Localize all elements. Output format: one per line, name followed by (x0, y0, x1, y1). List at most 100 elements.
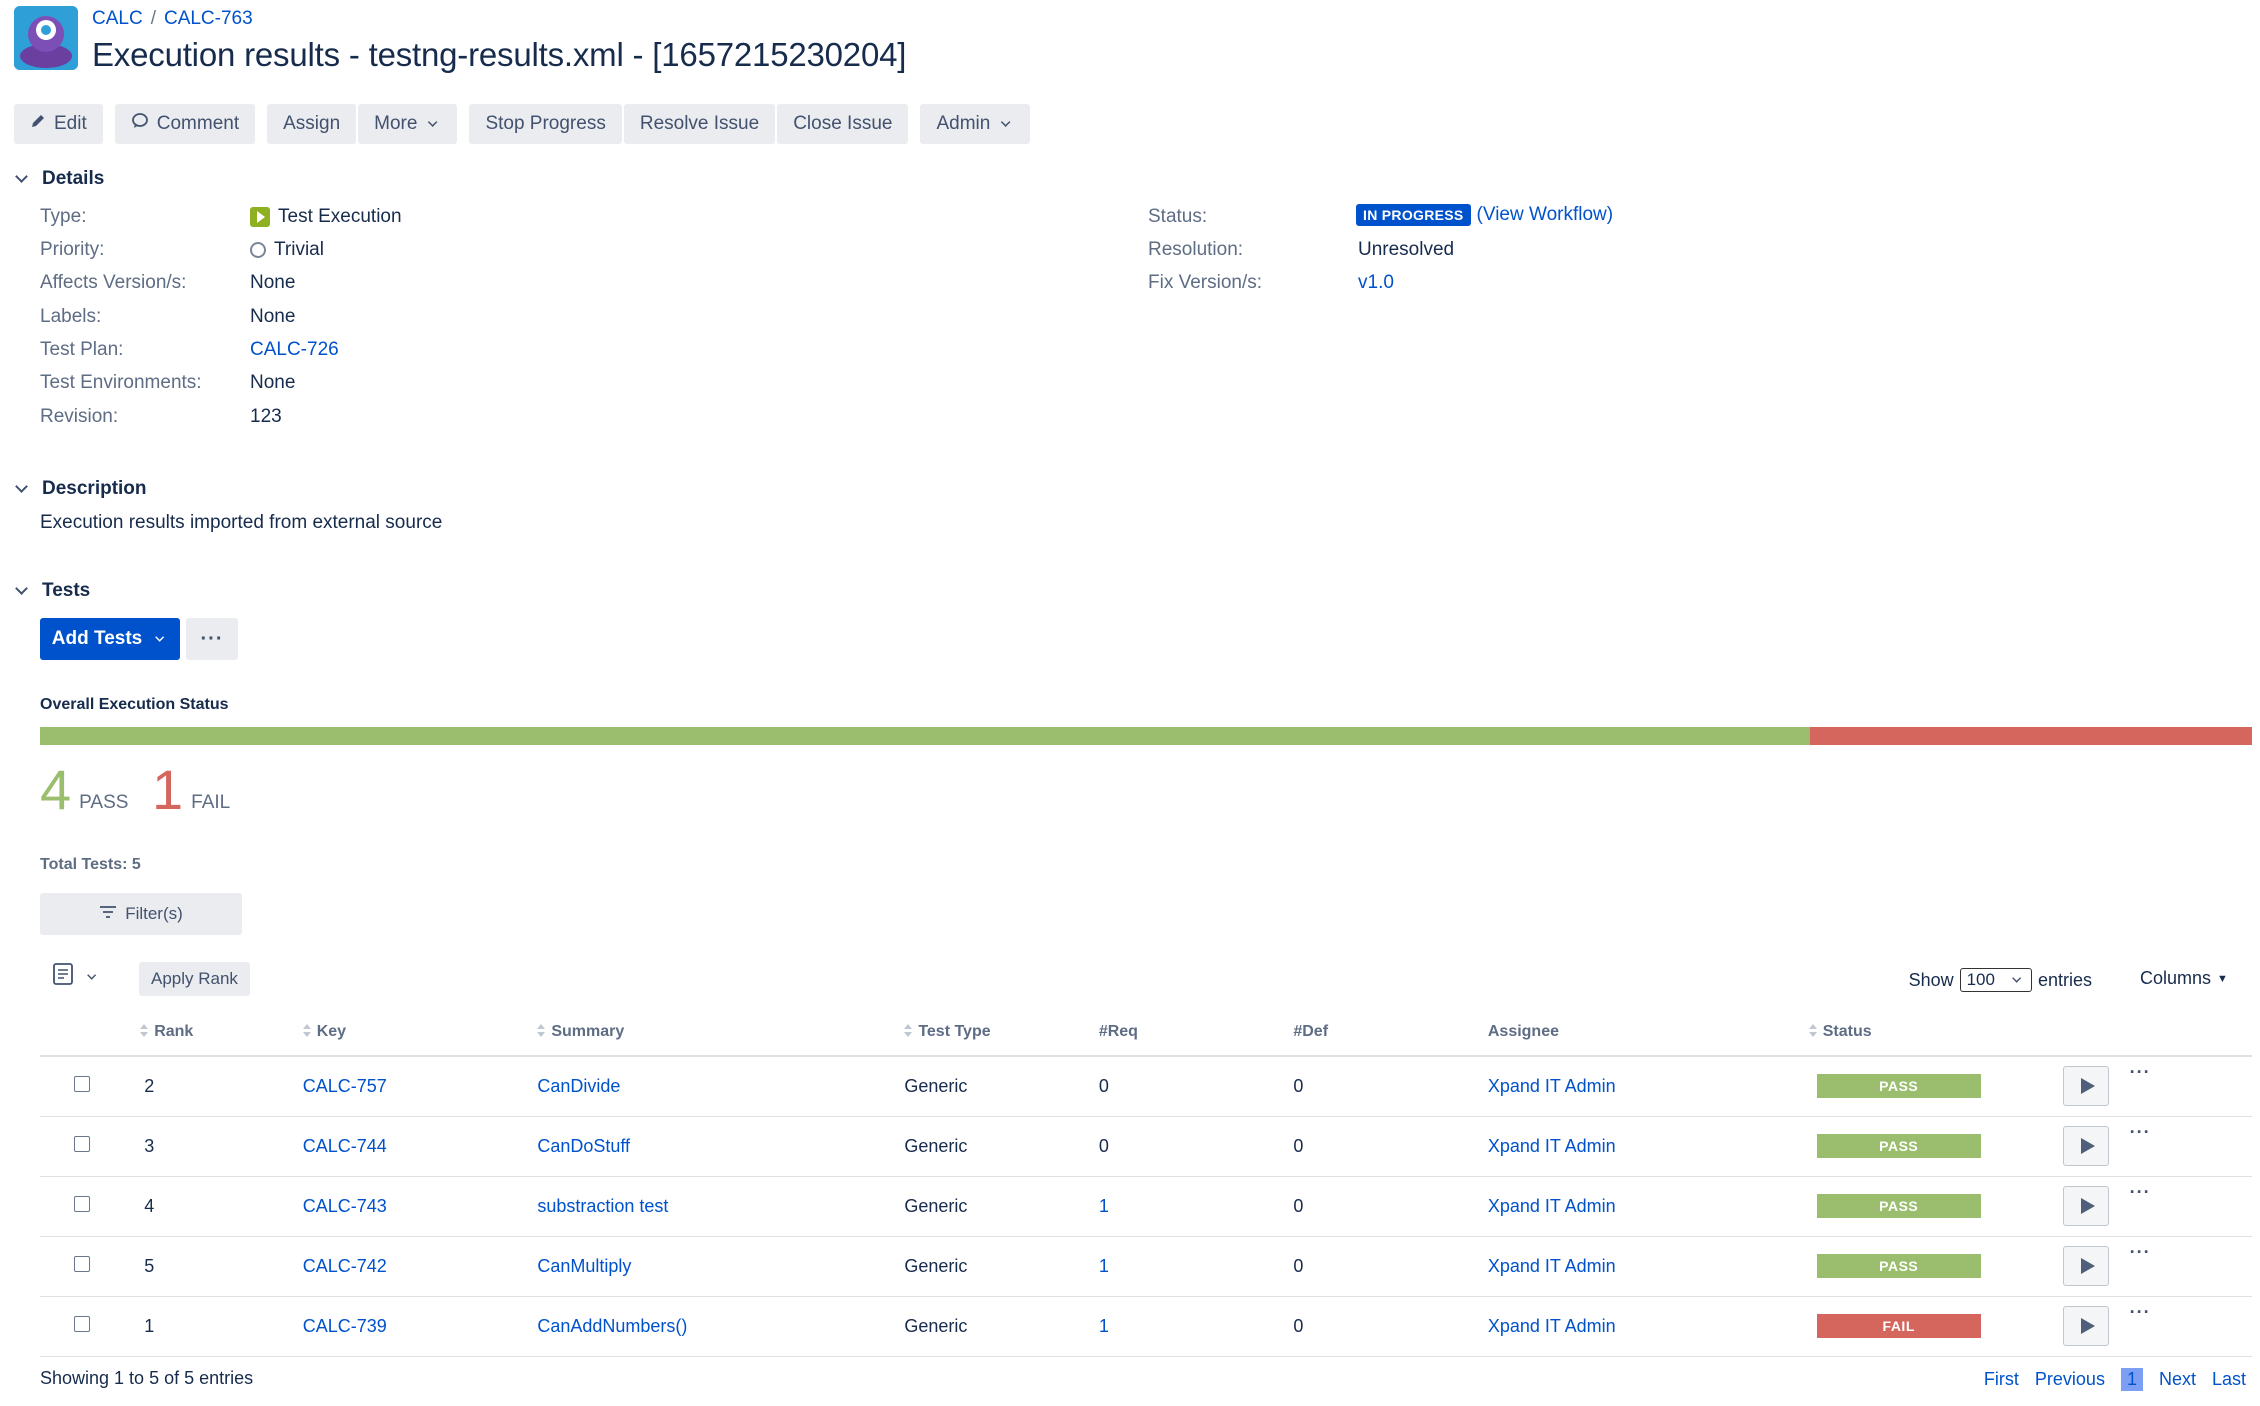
column-header-key[interactable]: Key (302, 1008, 538, 1057)
row-assignee-link[interactable]: Xpand IT Admin (1487, 1315, 1616, 1336)
row-req-link[interactable]: 1 (1098, 1195, 1109, 1216)
admin-button[interactable]: Admin (920, 104, 1031, 144)
view-workflow-link[interactable]: (View Workflow) (1476, 204, 1614, 225)
pagination-next[interactable]: Next (2158, 1369, 2196, 1389)
details-section-toggle[interactable]: Details (14, 168, 104, 190)
column-header-status[interactable]: Status (1808, 1008, 2064, 1057)
stop-progress-button[interactable]: Stop Progress (469, 104, 622, 144)
row-checkbox[interactable] (74, 1255, 90, 1272)
execute-test-button[interactable] (2063, 1126, 2110, 1166)
row-def: 0 (1293, 1176, 1488, 1237)
breadcrumb-project-link[interactable]: CALC (92, 8, 143, 29)
row-more-actions[interactable]: ··· (2129, 1241, 2151, 1262)
row-def: 0 (1293, 1056, 1488, 1117)
execute-test-button[interactable] (2063, 1066, 2110, 1107)
row-def: 0 (1293, 1236, 1488, 1297)
row-checkbox[interactable] (74, 1315, 90, 1332)
more-button[interactable]: More (358, 104, 458, 144)
row-assignee-link[interactable]: Xpand IT Admin (1487, 1075, 1616, 1096)
execute-test-button[interactable] (2063, 1246, 2110, 1286)
list-edit-icon (52, 962, 78, 992)
column-header-test-type[interactable]: Test Type (904, 1008, 1099, 1057)
row-summary-link[interactable]: CanAddNumbers() (537, 1315, 688, 1336)
row-key-link[interactable]: CALC-757 (302, 1075, 387, 1096)
row-summary-link[interactable]: CanDoStuff (537, 1135, 631, 1156)
row-more-actions[interactable]: ··· (2129, 1181, 2151, 1202)
actions-column-header (2129, 1008, 2252, 1057)
assign-button[interactable]: Assign (267, 104, 357, 144)
comment-button[interactable]: Comment (114, 104, 256, 144)
execute-test-button[interactable] (2063, 1186, 2110, 1226)
row-req-link[interactable]: 1 (1098, 1315, 1109, 1336)
test-plan-link[interactable]: CALC-726 (250, 339, 339, 360)
row-test-type: Generic (904, 1236, 1099, 1297)
pass-count: 4 (40, 758, 72, 821)
pagination-previous[interactable]: Previous (2034, 1369, 2105, 1389)
add-tests-label: Add Tests (51, 628, 143, 649)
priority-value: Trivial (250, 239, 324, 261)
row-key-link[interactable]: CALC-743 (302, 1195, 387, 1216)
bulk-actions-dropdown[interactable] (52, 962, 100, 992)
filters-button[interactable]: Filter(s) (40, 893, 242, 935)
project-avatar[interactable] (14, 6, 78, 70)
tests-section-toggle[interactable]: Tests (14, 580, 90, 602)
row-checkbox[interactable] (74, 1075, 90, 1092)
breadcrumb-issue-link[interactable]: CALC-763 (163, 8, 253, 29)
row-key-link[interactable]: CALC-739 (302, 1315, 387, 1336)
column-header-rank[interactable]: Rank (118, 1008, 303, 1057)
row-key-link[interactable]: CALC-744 (302, 1135, 387, 1156)
tests-more-button[interactable]: ··· (186, 618, 238, 660)
edit-button[interactable]: Edit (14, 104, 103, 144)
pagination-last[interactable]: Last (2211, 1369, 2246, 1389)
test-environments-value: None (250, 372, 296, 393)
show-label: Show (1908, 969, 1954, 990)
row-assignee-link[interactable]: Xpand IT Admin (1487, 1255, 1616, 1276)
apply-rank-button[interactable]: Apply Rank (139, 962, 250, 996)
row-test-type: Generic (904, 1116, 1099, 1177)
close-issue-button[interactable]: Close Issue (777, 104, 909, 144)
pagination-current-page[interactable]: 1 (2120, 1368, 2143, 1391)
filters-label: Filter(s) (125, 904, 183, 923)
row-rank: 1 (118, 1296, 303, 1357)
chevron-down-icon (155, 633, 166, 644)
column-header-summary[interactable]: Summary (537, 1008, 905, 1057)
row-summary-link[interactable]: substraction test (537, 1195, 669, 1216)
type-label: Type: (40, 206, 87, 227)
assign-more-group: Assign More (267, 104, 458, 144)
row-test-type: Generic (904, 1296, 1099, 1357)
comment-label: Comment (156, 113, 240, 134)
revision-label: Revision: (40, 406, 119, 427)
breadcrumb: CALC / CALC-763 (92, 8, 253, 30)
columns-button[interactable]: Columns ▼ (2140, 968, 2228, 989)
row-more-actions[interactable]: ··· (2129, 1121, 2151, 1142)
fix-version-link[interactable]: v1.0 (1358, 272, 1394, 293)
row-def: 0 (1293, 1296, 1488, 1357)
column-header-rank-label: Rank (154, 1022, 194, 1040)
pencil-icon (30, 113, 46, 135)
row-rank: 5 (118, 1236, 303, 1297)
row-req-link[interactable]: 1 (1098, 1255, 1109, 1276)
row-assignee-link[interactable]: Xpand IT Admin (1487, 1135, 1616, 1156)
row-status-badge: PASS (1816, 1194, 1981, 1218)
table-row: 1 CALC-739 CanAddNumbers() Generic 1 0 Xpand I… (40, 1296, 2252, 1357)
row-more-actions[interactable]: ··· (2129, 1061, 2151, 1082)
row-more-actions[interactable]: ··· (2129, 1301, 2151, 1322)
fail-summary: 1 FAIL (152, 762, 230, 818)
resolve-issue-button[interactable]: Resolve Issue (623, 104, 776, 144)
more-label: More (374, 113, 418, 134)
chevron-down-icon (1000, 118, 1012, 130)
description-section-toggle[interactable]: Description (14, 478, 147, 500)
row-assignee-link[interactable]: Xpand IT Admin (1487, 1195, 1616, 1216)
row-checkbox[interactable] (74, 1135, 90, 1152)
pagination-first[interactable]: First (1983, 1369, 2019, 1389)
test-environments-label: Test Environments: (40, 372, 202, 393)
row-key-link[interactable]: CALC-742 (302, 1255, 387, 1276)
add-tests-button[interactable]: Add Tests (40, 618, 180, 660)
row-summary-link[interactable]: CanDivide (537, 1075, 621, 1096)
execute-test-button[interactable] (2063, 1306, 2110, 1346)
page-title: Execution results - testng-results.xml -… (92, 36, 907, 73)
row-checkbox[interactable] (74, 1195, 90, 1212)
table-row: 4 CALC-743 substraction test Generic 1 0 Xpand… (40, 1176, 2252, 1237)
entries-select[interactable]: 100 (1959, 968, 2032, 992)
row-summary-link[interactable]: CanMultiply (537, 1255, 632, 1276)
